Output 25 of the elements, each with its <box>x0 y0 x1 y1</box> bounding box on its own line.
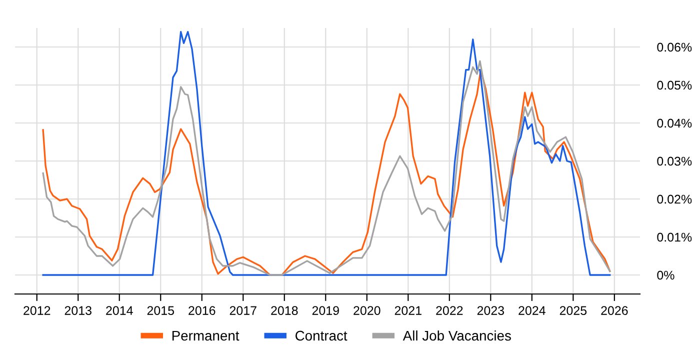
x-tick-label: 2021 <box>394 306 422 315</box>
y-tick-label: 0.03% <box>657 156 692 166</box>
x-tick-label: 2018 <box>271 306 298 315</box>
x-tick-label: 2014 <box>106 306 133 315</box>
x-tick-label: 2026 <box>601 306 628 315</box>
legend-label: Permanent <box>172 330 240 341</box>
legend-label: Contract <box>296 330 348 341</box>
x-tick-label: 2025 <box>560 306 587 315</box>
x-tick-label: 2022 <box>436 306 463 315</box>
x-tick-label: 2017 <box>230 306 256 315</box>
legend-label: All Job Vacancies <box>402 330 511 341</box>
y-tick-label: 0.05% <box>657 80 692 90</box>
x-tick-label: 2023 <box>477 306 504 315</box>
y-tick-label: 0.02% <box>657 194 692 204</box>
x-tick-label: 2015 <box>147 306 174 315</box>
y-tick-label: 0.06% <box>657 42 692 52</box>
x-tick-label: 2016 <box>188 306 216 315</box>
y-tick-label: 0% <box>657 270 674 280</box>
y-tick-label: 0.04% <box>657 118 692 128</box>
x-tick-label: 2020 <box>354 306 380 315</box>
y-tick-label: 0.01% <box>657 232 692 242</box>
x-tick-label: 2012 <box>24 306 50 315</box>
x-tick-label: 2019 <box>312 306 339 315</box>
x-tick-label: 2013 <box>64 306 92 315</box>
x-tick-label: 2024 <box>518 306 546 315</box>
